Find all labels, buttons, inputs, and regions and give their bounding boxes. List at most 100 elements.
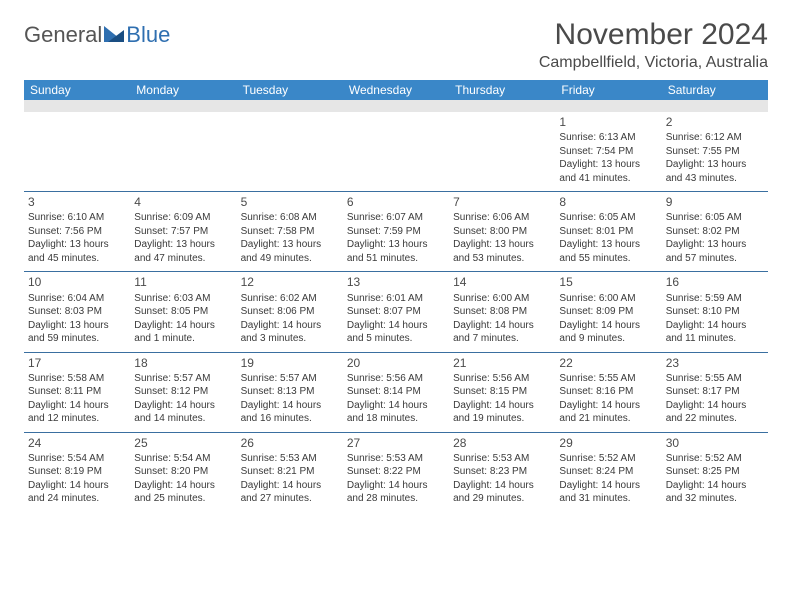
day1-text: Daylight: 13 hours xyxy=(666,238,764,252)
sunrise-text: Sunrise: 5:52 AM xyxy=(559,452,657,466)
day-cell: 9Sunrise: 6:05 AMSunset: 8:02 PMDaylight… xyxy=(662,192,768,272)
day1-text: Daylight: 13 hours xyxy=(241,238,339,252)
sunrise-text: Sunrise: 6:10 AM xyxy=(28,211,126,225)
day1-text: Daylight: 14 hours xyxy=(666,399,764,413)
sunrise-text: Sunrise: 6:03 AM xyxy=(134,292,232,306)
sunset-text: Sunset: 8:06 PM xyxy=(241,305,339,319)
sunset-text: Sunset: 8:11 PM xyxy=(28,385,126,399)
day2-text: and 18 minutes. xyxy=(347,412,445,426)
day2-text: and 45 minutes. xyxy=(28,252,126,266)
day-cell: 20Sunrise: 5:56 AMSunset: 8:14 PMDayligh… xyxy=(343,352,449,432)
sunset-text: Sunset: 8:19 PM xyxy=(28,465,126,479)
day-number: 8 xyxy=(559,194,657,210)
day-number: 23 xyxy=(666,355,764,371)
day1-text: Daylight: 13 hours xyxy=(666,158,764,172)
day2-text: and 24 minutes. xyxy=(28,492,126,506)
day2-text: and 5 minutes. xyxy=(347,332,445,346)
day2-text: and 11 minutes. xyxy=(666,332,764,346)
day-cell: 30Sunrise: 5:52 AMSunset: 8:25 PMDayligh… xyxy=(662,432,768,512)
day2-text: and 27 minutes. xyxy=(241,492,339,506)
day-number: 16 xyxy=(666,274,764,290)
day-header: Wednesday xyxy=(343,80,449,100)
day1-text: Daylight: 14 hours xyxy=(134,479,232,493)
sunrise-text: Sunrise: 6:00 AM xyxy=(559,292,657,306)
week-row: 10Sunrise: 6:04 AMSunset: 8:03 PMDayligh… xyxy=(24,272,768,352)
week-row: 1Sunrise: 6:13 AMSunset: 7:54 PMDaylight… xyxy=(24,112,768,192)
sunset-text: Sunset: 8:10 PM xyxy=(666,305,764,319)
day-number: 15 xyxy=(559,274,657,290)
day-number: 27 xyxy=(347,435,445,451)
day1-text: Daylight: 13 hours xyxy=(559,238,657,252)
day2-text: and 57 minutes. xyxy=(666,252,764,266)
day1-text: Daylight: 14 hours xyxy=(347,319,445,333)
day-cell: 26Sunrise: 5:53 AMSunset: 8:21 PMDayligh… xyxy=(237,432,343,512)
sunrise-text: Sunrise: 6:04 AM xyxy=(28,292,126,306)
day-cell: 1Sunrise: 6:13 AMSunset: 7:54 PMDaylight… xyxy=(555,112,661,192)
day-header-row: Sunday Monday Tuesday Wednesday Thursday… xyxy=(24,80,768,100)
day1-text: Daylight: 14 hours xyxy=(453,479,551,493)
day-number: 12 xyxy=(241,274,339,290)
day1-text: Daylight: 13 hours xyxy=(28,238,126,252)
day-number: 14 xyxy=(453,274,551,290)
day2-text: and 12 minutes. xyxy=(28,412,126,426)
day1-text: Daylight: 14 hours xyxy=(241,319,339,333)
day-cell: 23Sunrise: 5:55 AMSunset: 8:17 PMDayligh… xyxy=(662,352,768,432)
brand-general: General xyxy=(24,22,102,48)
sunset-text: Sunset: 8:08 PM xyxy=(453,305,551,319)
day-cell: 6Sunrise: 6:07 AMSunset: 7:59 PMDaylight… xyxy=(343,192,449,272)
month-title: November 2024 xyxy=(539,18,768,52)
day-cell: 10Sunrise: 6:04 AMSunset: 8:03 PMDayligh… xyxy=(24,272,130,352)
sunset-text: Sunset: 8:00 PM xyxy=(453,225,551,239)
sunset-text: Sunset: 8:23 PM xyxy=(453,465,551,479)
day1-text: Daylight: 13 hours xyxy=(134,238,232,252)
day-cell: 24Sunrise: 5:54 AMSunset: 8:19 PMDayligh… xyxy=(24,432,130,512)
sunset-text: Sunset: 7:55 PM xyxy=(666,145,764,159)
day2-text: and 16 minutes. xyxy=(241,412,339,426)
title-block: November 2024 Campbellfield, Victoria, A… xyxy=(539,18,768,72)
day2-text: and 29 minutes. xyxy=(453,492,551,506)
day-cell: 8Sunrise: 6:05 AMSunset: 8:01 PMDaylight… xyxy=(555,192,661,272)
sunrise-text: Sunrise: 5:59 AM xyxy=(666,292,764,306)
sunrise-text: Sunrise: 5:56 AM xyxy=(453,372,551,386)
day1-text: Daylight: 13 hours xyxy=(453,238,551,252)
day-number: 10 xyxy=(28,274,126,290)
day1-text: Daylight: 14 hours xyxy=(347,479,445,493)
sunset-text: Sunset: 8:07 PM xyxy=(347,305,445,319)
week-row: 17Sunrise: 5:58 AMSunset: 8:11 PM Dayligh… xyxy=(24,352,768,432)
calendar-page: General Blue November 2024 Campbellfield… xyxy=(0,0,792,512)
day-cell: 13Sunrise: 6:01 AMSunset: 8:07 PMDayligh… xyxy=(343,272,449,352)
day-cell: 19Sunrise: 5:57 AMSunset: 8:13 PMDayligh… xyxy=(237,352,343,432)
day-cell: 21Sunrise: 5:56 AMSunset: 8:15 PMDayligh… xyxy=(449,352,555,432)
week-row: 3Sunrise: 6:10 AMSunset: 7:56 PMDaylight… xyxy=(24,192,768,272)
day-cell: 7Sunrise: 6:06 AMSunset: 8:00 PMDaylight… xyxy=(449,192,555,272)
day-cell: 16Sunrise: 5:59 AMSunset: 8:10 PMDayligh… xyxy=(662,272,768,352)
sunrise-text: Sunrise: 6:13 AM xyxy=(559,131,657,145)
sunrise-text: Sunrise: 5:58 AM xyxy=(28,372,126,386)
brand-blue: Blue xyxy=(126,22,170,48)
day2-text: and 19 minutes. xyxy=(453,412,551,426)
day-number: 20 xyxy=(347,355,445,371)
day2-text: and 51 minutes. xyxy=(347,252,445,266)
sunrise-text: Sunrise: 5:53 AM xyxy=(347,452,445,466)
day-cell: 27Sunrise: 5:53 AMSunset: 8:22 PMDayligh… xyxy=(343,432,449,512)
sunrise-text: Sunrise: 5:53 AM xyxy=(453,452,551,466)
day-number: 28 xyxy=(453,435,551,451)
day-cell: 3Sunrise: 6:10 AMSunset: 7:56 PMDaylight… xyxy=(24,192,130,272)
day1-text: Daylight: 14 hours xyxy=(28,479,126,493)
day1-text: Daylight: 14 hours xyxy=(134,319,232,333)
day2-text: and 41 minutes. xyxy=(559,172,657,186)
sunrise-text: Sunrise: 5:57 AM xyxy=(134,372,232,386)
sunrise-text: Sunrise: 5:53 AM xyxy=(241,452,339,466)
day-cell xyxy=(343,112,449,192)
day-cell: 2Sunrise: 6:12 AMSunset: 7:55 PMDaylight… xyxy=(662,112,768,192)
day-cell: 15Sunrise: 6:00 AMSunset: 8:09 PMDayligh… xyxy=(555,272,661,352)
day2-text: and 3 minutes. xyxy=(241,332,339,346)
day2-text: and 59 minutes. xyxy=(28,332,126,346)
day-cell xyxy=(130,112,236,192)
day-header: Friday xyxy=(555,80,661,100)
day-number: 17 xyxy=(28,355,126,371)
day-number: 9 xyxy=(666,194,764,210)
sunset-text: Sunset: 7:59 PM xyxy=(347,225,445,239)
day1-text: Daylight: 14 hours xyxy=(347,399,445,413)
day-number: 21 xyxy=(453,355,551,371)
